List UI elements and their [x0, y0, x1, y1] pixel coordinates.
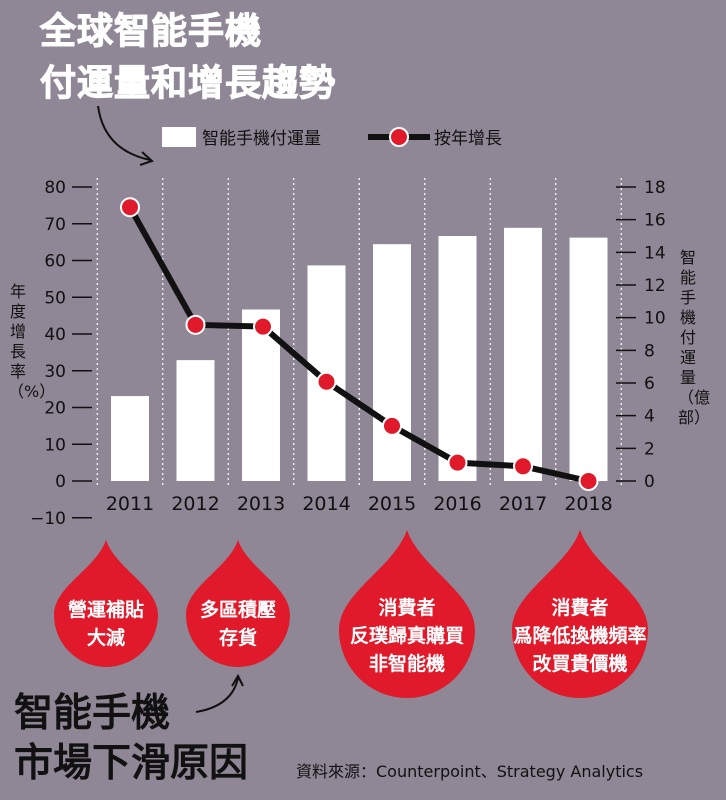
chart-title-line2: 付運量和增長趨勢	[39, 63, 337, 105]
left-tick-label: 80	[44, 178, 66, 198]
legend-line-label: 按年增長	[434, 129, 502, 149]
bottom-title-arrow	[195, 677, 239, 713]
bottom-title-line1: 智能手機	[14, 690, 171, 736]
left-tick-label: 50	[44, 288, 66, 308]
growth-line	[127, 205, 590, 484]
cause-line: 大減	[86, 627, 125, 649]
cause-line: 多區積壓	[199, 599, 276, 621]
x-tick-label: 2012	[171, 493, 219, 515]
x-tick-label: 2016	[433, 493, 481, 515]
growth-point-2012	[185, 314, 206, 335]
cause-line: 反璞歸真購買	[349, 625, 464, 647]
right-axis-label: 智能手機付運量（億部）	[678, 248, 711, 427]
left-tick-label: 70	[44, 215, 66, 235]
cause-line: 消費者	[551, 597, 609, 619]
chart-title-line1: 全球智能手機	[39, 11, 263, 53]
left-tick-label: 20	[44, 399, 66, 419]
right-tick-label: 8	[644, 341, 655, 361]
cause-line: 爲降低換機頻率	[513, 625, 647, 647]
growth-point-2013	[253, 316, 273, 337]
growth-point-2017	[513, 456, 533, 477]
right-tick-label: 6	[644, 374, 655, 394]
bottom-title-line2: 市場下滑原因	[14, 740, 249, 786]
growth-point-2011	[120, 197, 140, 218]
left-axis-label: 年度增長率（%）	[8, 282, 56, 401]
right-tick-label: 16	[644, 211, 666, 231]
bar-2016	[438, 236, 477, 481]
bar-2017	[504, 227, 542, 481]
cause-line: 非智能機	[368, 653, 445, 675]
legend-bar-label: 智能手機付運量	[202, 129, 321, 149]
left-tick-label: 10	[44, 435, 66, 455]
cause-text-2: 多區積壓 存貨	[158, 596, 318, 652]
cause-drop-2	[186, 540, 290, 667]
growth-point-2014	[316, 371, 337, 392]
source-credit: 資料來源：Counterpoint、Strategy Analytics	[296, 762, 644, 781]
legend-line-marker	[389, 127, 409, 147]
x-tick-label: 2014	[302, 493, 350, 515]
x-tick-label: 2011	[106, 493, 154, 515]
legend-bar-swatch	[162, 127, 196, 147]
right-tick-label: 4	[644, 407, 655, 427]
right-tick-label: 2	[644, 439, 655, 459]
right-tick-label: 0	[644, 472, 655, 492]
bar-2011	[111, 396, 149, 481]
growth-point-2015	[382, 415, 402, 436]
left-tick-label: 60	[44, 252, 66, 272]
cause-text-4: 消費者爲降低換機頻率 改買貴價機	[500, 594, 660, 678]
title-arrow	[97, 105, 151, 161]
x-tick-label: 2015	[368, 493, 416, 515]
bar-2012	[176, 360, 215, 481]
cause-line: 消費者	[378, 597, 436, 619]
left-tick-label: 40	[44, 325, 66, 345]
cause-text-3: 消費者反璞歸真購買 非智能機	[327, 594, 487, 678]
x-tick-label: 2018	[564, 493, 612, 515]
cause-text-1: 營運補貼 大減	[26, 596, 186, 652]
growth-point-2018	[578, 471, 599, 491]
bar-2015	[373, 244, 411, 481]
bar-2018	[569, 237, 608, 481]
x-tick-label: 2017	[499, 493, 547, 515]
cause-line: 改買貴價機	[532, 653, 628, 675]
title-arrow-head	[139, 151, 154, 166]
left-tick-label: 0	[55, 472, 66, 492]
cause-drop-4	[512, 530, 648, 698]
bottom-title-arrow-head	[231, 673, 244, 687]
right-tick-label: 14	[644, 243, 666, 263]
growth-point-2016	[447, 452, 468, 473]
right-tick-label: 12	[644, 276, 666, 296]
cause-drop-1	[54, 540, 158, 667]
cause-line: 營運補貼	[67, 599, 144, 621]
right-tick-label: 10	[644, 309, 666, 329]
x-tick-label: 2013	[237, 493, 285, 515]
cause-drop-3	[339, 530, 475, 698]
cause-line: 存貨	[218, 627, 257, 649]
right-tick-label: 18	[644, 178, 666, 198]
left-tick-label: −10	[30, 509, 66, 529]
left-tick-label: 30	[44, 362, 66, 382]
